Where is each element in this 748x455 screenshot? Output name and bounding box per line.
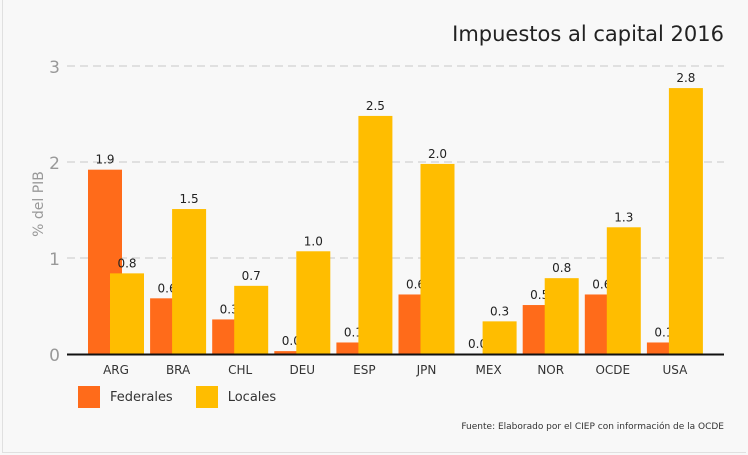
x-tick-label: OCDE [595,363,630,377]
y-tick-label: 0 [49,346,60,366]
x-tick-label: BRA [166,363,191,377]
data-label: 0.1 [344,325,363,339]
bar-locales-ocde [606,227,641,354]
legend-swatch-federales [78,386,100,408]
legend-swatch-locales [195,386,218,408]
data-label: 1.0 [304,234,323,248]
bar-locales-chl [234,285,269,354]
legend-label-federales: Federales [110,389,173,405]
x-tick-label: JPN [416,363,437,377]
x-tick-label: MEX [476,363,502,377]
bar-locales-mex [482,321,517,354]
data-label: 2.0 [428,147,447,161]
data-label: 0.0 [282,334,301,348]
data-label: 0.6 [158,281,177,295]
x-tick-label: ESP [353,363,375,377]
y-tick-label: 1 [49,250,60,270]
bar-locales-esp [358,115,393,354]
data-label: 1.5 [180,192,199,206]
legend-item-federales[interactable]: Federales [78,386,173,408]
legend-label-locales: Locales [227,389,277,405]
bar-locales-usa [668,88,703,354]
bar-federales-usa [646,342,681,354]
data-label: 0.3 [490,304,509,318]
y-tick-label: 2 [49,154,60,174]
x-tick-label: NOR [537,363,564,377]
bar-locales-deu [296,251,331,354]
chart-title: Impuestos al capital 2016 [452,22,724,46]
data-label: 2.5 [366,99,385,113]
bar-locales-bra [172,209,207,354]
bar-locales-arg [110,273,144,354]
x-tick-label: USA [662,363,688,377]
data-label: 0.8 [117,256,136,270]
data-label: 0.5 [530,288,549,302]
x-tick-label: ARG [103,363,129,377]
data-label: 0.3 [220,302,239,316]
bar-locales-jpn [420,163,455,354]
data-label: 1.9 [95,153,114,167]
y-tick-label: 3 [49,58,60,78]
data-label: 2.8 [676,71,695,85]
data-label: 0.0 [468,337,487,351]
data-label: 0.6 [406,277,425,291]
x-tick-label: CHL [228,363,252,377]
data-label: 0.6 [592,277,611,291]
data-label: 0.8 [552,261,571,275]
source-note: Fuente: Elaborado por el CIEP con inform… [461,422,724,432]
data-label: 0.7 [242,269,261,283]
x-tick-label: DEU [289,363,315,377]
data-label: 1.3 [614,210,633,224]
bar-federales-deu [274,351,309,354]
data-label: 0.1 [654,325,673,339]
bar-federales-esp [336,342,371,354]
legend: Federales Locales [78,386,299,408]
bar-locales-nor [544,278,579,354]
legend-item-locales[interactable]: Locales [195,386,277,408]
